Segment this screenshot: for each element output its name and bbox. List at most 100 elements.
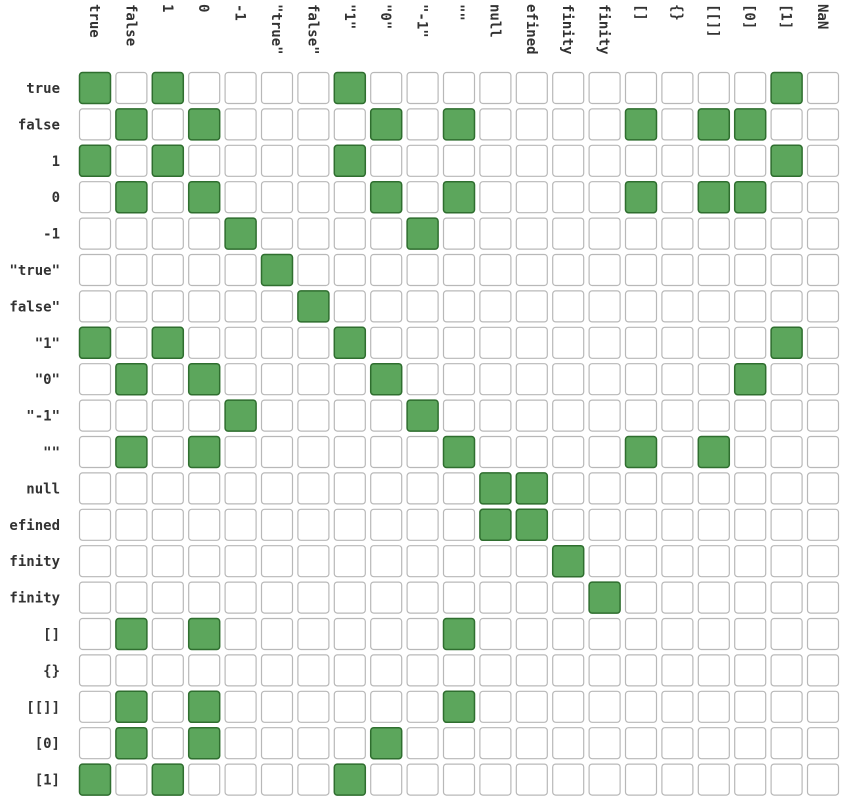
empty-cell: [624, 690, 658, 723]
equal-cell: [78, 326, 112, 360]
empty-cell: [661, 363, 694, 396]
empty-cell: [588, 399, 621, 432]
empty-cell: [770, 217, 803, 250]
empty-cell: [479, 545, 512, 578]
empty-cell: [333, 181, 366, 214]
empty-cell: [806, 508, 840, 541]
empty-cell: [188, 71, 221, 105]
column-label: []: [632, 4, 648, 21]
empty-cell: [770, 399, 803, 432]
empty-cell: [78, 290, 112, 323]
empty-cell: [297, 71, 330, 105]
empty-cell: [78, 399, 112, 432]
column-label: efined: [523, 4, 539, 55]
row-label: false": [9, 299, 60, 315]
empty-cell: [661, 290, 694, 323]
empty-cell: [624, 363, 658, 396]
equal-cell: [733, 108, 767, 141]
empty-cell: [552, 217, 585, 250]
empty-cell: [734, 326, 767, 359]
empty-cell: [806, 181, 840, 214]
empty-cell: [515, 690, 548, 723]
empty-cell: [661, 654, 694, 687]
equal-cell: [151, 71, 185, 105]
empty-cell: [333, 217, 366, 250]
empty-cell: [661, 545, 694, 578]
empty-cell: [442, 290, 476, 323]
empty-cell: [734, 545, 767, 578]
empty-cell: [224, 435, 257, 469]
equal-cell: [151, 326, 185, 360]
empty-cell: [297, 545, 330, 578]
empty-cell: [770, 472, 803, 505]
empty-cell: [661, 71, 694, 105]
empty-cell: [479, 581, 512, 614]
empty-cell: [188, 508, 221, 541]
empty-cell: [333, 617, 366, 651]
empty-cell: [624, 545, 658, 578]
empty-cell: [661, 581, 694, 614]
empty-cell: [806, 253, 840, 287]
empty-cell: [115, 399, 148, 432]
equal-cell: [442, 690, 476, 724]
empty-cell: [624, 727, 658, 760]
empty-cell: [734, 763, 767, 796]
empty-cell: [224, 108, 257, 141]
empty-cell: [78, 181, 112, 214]
equal-cell: [260, 253, 294, 287]
empty-cell: [734, 617, 767, 651]
column-label: [[]]: [705, 4, 721, 38]
equal-cell: [697, 435, 731, 469]
empty-cell: [479, 617, 512, 651]
empty-cell: [224, 253, 257, 287]
empty-cell: [624, 290, 658, 323]
empty-cell: [260, 581, 294, 614]
empty-cell: [479, 690, 512, 723]
empty-cell: [442, 508, 476, 541]
empty-cell: [151, 108, 184, 141]
empty-cell: [588, 472, 621, 505]
row-label: [0]: [35, 736, 60, 752]
equal-cell: [224, 217, 257, 250]
empty-cell: [297, 727, 330, 760]
empty-cell: [661, 690, 694, 723]
empty-cell: [333, 654, 366, 687]
equal-cell: [624, 180, 658, 214]
empty-cell: [78, 253, 112, 287]
empty-cell: [515, 253, 548, 287]
empty-cell: [806, 217, 840, 250]
empty-cell: [806, 654, 840, 687]
empty-cell: [442, 363, 476, 396]
empty-cell: [115, 326, 148, 359]
empty-cell: [188, 290, 221, 323]
equal-cell: [369, 362, 403, 396]
equal-cell: [78, 71, 112, 105]
column-label: finity: [596, 4, 612, 55]
empty-cell: [370, 690, 403, 723]
empty-cell: [734, 581, 767, 614]
empty-cell: [479, 108, 512, 141]
empty-cell: [406, 472, 439, 505]
empty-cell: [224, 654, 257, 687]
empty-cell: [661, 108, 694, 141]
empty-cell: [406, 181, 439, 214]
empty-cell: [151, 654, 184, 687]
equal-cell: [406, 399, 439, 432]
empty-cell: [115, 654, 148, 687]
empty-cell: [115, 581, 148, 614]
column-label: finity: [559, 4, 575, 55]
empty-cell: [624, 617, 658, 651]
equal-cell: [187, 362, 221, 396]
equal-cell: [187, 690, 221, 724]
empty-cell: [188, 654, 221, 687]
empty-cell: [479, 217, 512, 250]
equal-cell: [770, 71, 803, 105]
empty-cell: [770, 253, 803, 287]
empty-cell: [224, 290, 257, 323]
empty-cell: [370, 144, 403, 177]
empty-cell: [188, 253, 221, 287]
equal-cell: [442, 617, 476, 651]
empty-cell: [151, 435, 184, 469]
equal-cell: [624, 108, 658, 141]
